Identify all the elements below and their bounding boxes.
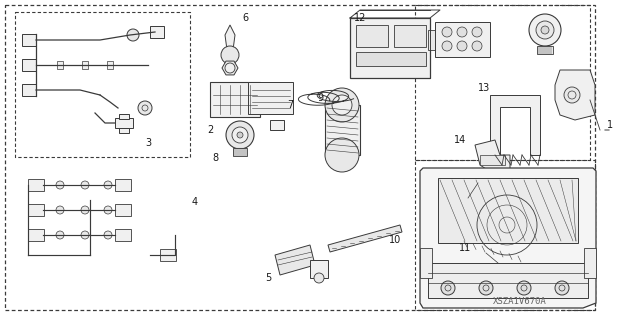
- Circle shape: [472, 41, 482, 51]
- Circle shape: [56, 231, 64, 239]
- Circle shape: [81, 231, 89, 239]
- Bar: [394, 25, 426, 47]
- Circle shape: [472, 27, 482, 37]
- Polygon shape: [328, 225, 402, 252]
- Circle shape: [232, 127, 248, 143]
- Bar: [325, 105, 360, 155]
- Polygon shape: [275, 245, 315, 275]
- Circle shape: [325, 138, 359, 172]
- Polygon shape: [225, 25, 235, 50]
- Bar: [22, 59, 36, 71]
- Bar: [210, 82, 260, 117]
- Polygon shape: [420, 168, 596, 308]
- Polygon shape: [533, 260, 590, 282]
- Circle shape: [81, 181, 89, 189]
- Bar: [15, 12, 190, 157]
- Circle shape: [104, 206, 112, 214]
- Text: 13: 13: [478, 83, 490, 93]
- Text: 4: 4: [192, 197, 198, 207]
- Circle shape: [457, 27, 467, 37]
- Bar: [350, 18, 430, 78]
- Bar: [82, 61, 88, 69]
- Circle shape: [541, 26, 549, 34]
- Bar: [415, 160, 595, 310]
- Circle shape: [517, 281, 531, 295]
- Text: 8: 8: [212, 153, 218, 163]
- Bar: [270, 120, 284, 130]
- Circle shape: [332, 95, 352, 115]
- Circle shape: [221, 46, 239, 64]
- Circle shape: [127, 29, 139, 41]
- Circle shape: [56, 206, 64, 214]
- Circle shape: [457, 41, 467, 51]
- Bar: [119, 128, 129, 133]
- Circle shape: [442, 27, 452, 37]
- Circle shape: [441, 281, 455, 295]
- Text: XSZA1V670A: XSZA1V670A: [493, 298, 547, 307]
- Bar: [107, 61, 113, 69]
- Bar: [119, 114, 129, 119]
- Bar: [22, 34, 36, 46]
- Polygon shape: [425, 248, 445, 265]
- Text: 2: 2: [207, 125, 213, 135]
- Text: 11: 11: [459, 243, 471, 253]
- Bar: [438, 178, 578, 243]
- Bar: [415, 5, 590, 160]
- Circle shape: [104, 181, 112, 189]
- Text: 3: 3: [145, 138, 151, 148]
- Polygon shape: [222, 61, 238, 75]
- Circle shape: [81, 206, 89, 214]
- Bar: [435, 22, 490, 57]
- Circle shape: [479, 281, 493, 295]
- Bar: [356, 52, 426, 66]
- Circle shape: [225, 63, 235, 73]
- Bar: [150, 26, 164, 38]
- Polygon shape: [555, 70, 595, 120]
- Polygon shape: [458, 238, 530, 265]
- Text: 1: 1: [607, 120, 613, 130]
- Bar: [115, 229, 131, 241]
- Bar: [57, 61, 63, 69]
- Circle shape: [138, 101, 152, 115]
- Circle shape: [536, 21, 554, 39]
- Bar: [356, 25, 388, 47]
- Circle shape: [104, 231, 112, 239]
- Text: 7: 7: [287, 100, 293, 110]
- Bar: [420, 248, 432, 278]
- Bar: [115, 118, 133, 128]
- Bar: [28, 204, 44, 216]
- Text: 6: 6: [242, 13, 248, 23]
- Bar: [233, 148, 247, 156]
- Bar: [537, 46, 553, 54]
- Text: 10: 10: [389, 235, 401, 245]
- Bar: [584, 248, 596, 278]
- Bar: [28, 179, 44, 191]
- Polygon shape: [475, 140, 510, 175]
- Bar: [115, 204, 131, 216]
- Circle shape: [555, 281, 569, 295]
- Polygon shape: [490, 95, 540, 155]
- Circle shape: [564, 87, 580, 103]
- Bar: [248, 82, 293, 114]
- Circle shape: [237, 132, 243, 138]
- Bar: [480, 155, 505, 165]
- Circle shape: [226, 121, 254, 149]
- Bar: [310, 260, 328, 278]
- Text: 14: 14: [454, 135, 466, 145]
- Circle shape: [56, 181, 64, 189]
- Circle shape: [529, 14, 561, 46]
- Circle shape: [325, 88, 359, 122]
- Text: 12: 12: [354, 13, 366, 23]
- Text: 5: 5: [265, 273, 271, 283]
- Bar: [22, 84, 36, 96]
- Circle shape: [314, 273, 324, 283]
- Bar: [28, 229, 44, 241]
- Bar: [428, 263, 588, 298]
- Bar: [115, 179, 131, 191]
- Bar: [428, 30, 438, 50]
- Circle shape: [442, 41, 452, 51]
- Circle shape: [444, 262, 456, 274]
- Bar: [160, 249, 176, 261]
- Text: 9: 9: [317, 93, 323, 103]
